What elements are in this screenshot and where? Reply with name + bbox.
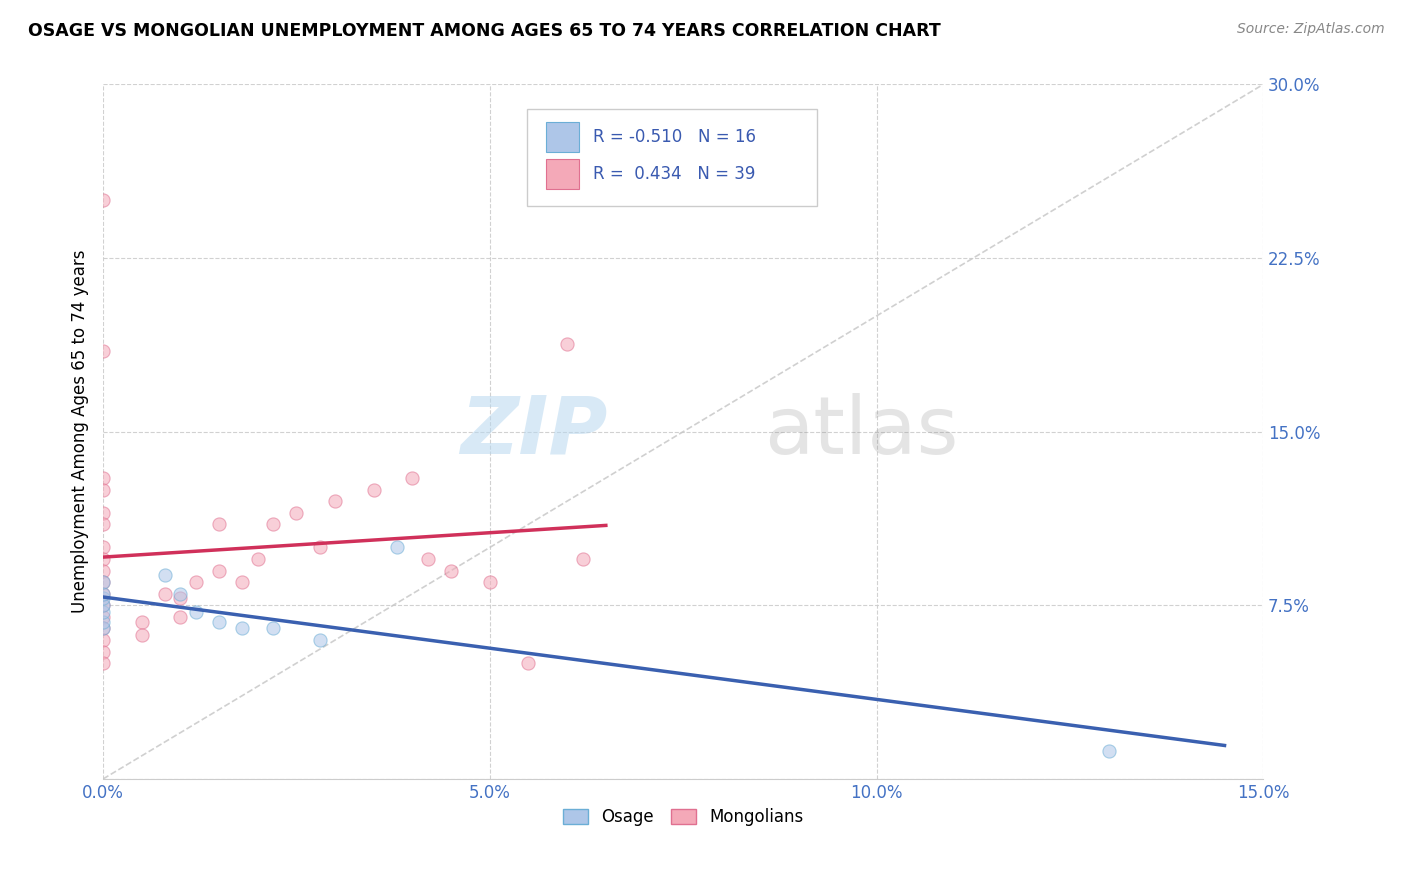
Point	[91, 610, 114, 624]
Point	[91, 615, 114, 629]
Point	[308, 633, 330, 648]
Text: atlas: atlas	[765, 392, 959, 471]
Point	[91, 483, 114, 497]
Point	[91, 471, 114, 485]
Point	[478, 575, 501, 590]
FancyBboxPatch shape	[527, 109, 817, 206]
Text: R = -0.510   N = 16: R = -0.510 N = 16	[593, 128, 755, 146]
Point	[91, 541, 114, 555]
Point	[416, 552, 439, 566]
Point	[184, 575, 207, 590]
Point	[91, 599, 114, 613]
Point	[323, 494, 346, 508]
Y-axis label: Unemployment Among Ages 65 to 74 years: Unemployment Among Ages 65 to 74 years	[72, 250, 89, 614]
Point	[1097, 744, 1119, 758]
Point	[208, 517, 231, 532]
Point	[208, 564, 231, 578]
Point	[91, 605, 114, 619]
Point	[91, 622, 114, 636]
Point	[91, 622, 114, 636]
Point	[91, 564, 114, 578]
FancyBboxPatch shape	[547, 122, 579, 152]
Text: Source: ZipAtlas.com: Source: ZipAtlas.com	[1237, 22, 1385, 37]
Point	[91, 343, 114, 358]
Point	[231, 622, 253, 636]
Point	[153, 568, 176, 582]
Point	[91, 591, 114, 606]
Point	[285, 506, 308, 520]
Point	[571, 552, 593, 566]
Point	[91, 552, 114, 566]
Point	[91, 517, 114, 532]
Point	[401, 471, 423, 485]
Point	[91, 575, 114, 590]
Point	[385, 541, 408, 555]
Point	[555, 336, 578, 351]
Point	[262, 517, 284, 532]
Point	[363, 483, 385, 497]
Point	[440, 564, 463, 578]
Point	[91, 587, 114, 601]
Point	[153, 587, 176, 601]
Point	[184, 605, 207, 619]
Point	[91, 599, 114, 613]
Text: ZIP: ZIP	[460, 392, 607, 471]
Point	[169, 591, 191, 606]
Text: OSAGE VS MONGOLIAN UNEMPLOYMENT AMONG AGES 65 TO 74 YEARS CORRELATION CHART: OSAGE VS MONGOLIAN UNEMPLOYMENT AMONG AG…	[28, 22, 941, 40]
Point	[517, 656, 540, 670]
Point	[308, 541, 330, 555]
Point	[91, 506, 114, 520]
Point	[208, 615, 231, 629]
Point	[131, 615, 153, 629]
Point	[262, 622, 284, 636]
Point	[91, 587, 114, 601]
Point	[169, 610, 191, 624]
Point	[91, 193, 114, 207]
Point	[246, 552, 269, 566]
Point	[91, 633, 114, 648]
Point	[91, 656, 114, 670]
Point	[91, 644, 114, 658]
Text: R =  0.434   N = 39: R = 0.434 N = 39	[593, 165, 755, 183]
Point	[169, 587, 191, 601]
Point	[231, 575, 253, 590]
Legend: Osage, Mongolians: Osage, Mongolians	[557, 802, 810, 833]
FancyBboxPatch shape	[547, 159, 579, 188]
Point	[91, 575, 114, 590]
Point	[131, 628, 153, 642]
